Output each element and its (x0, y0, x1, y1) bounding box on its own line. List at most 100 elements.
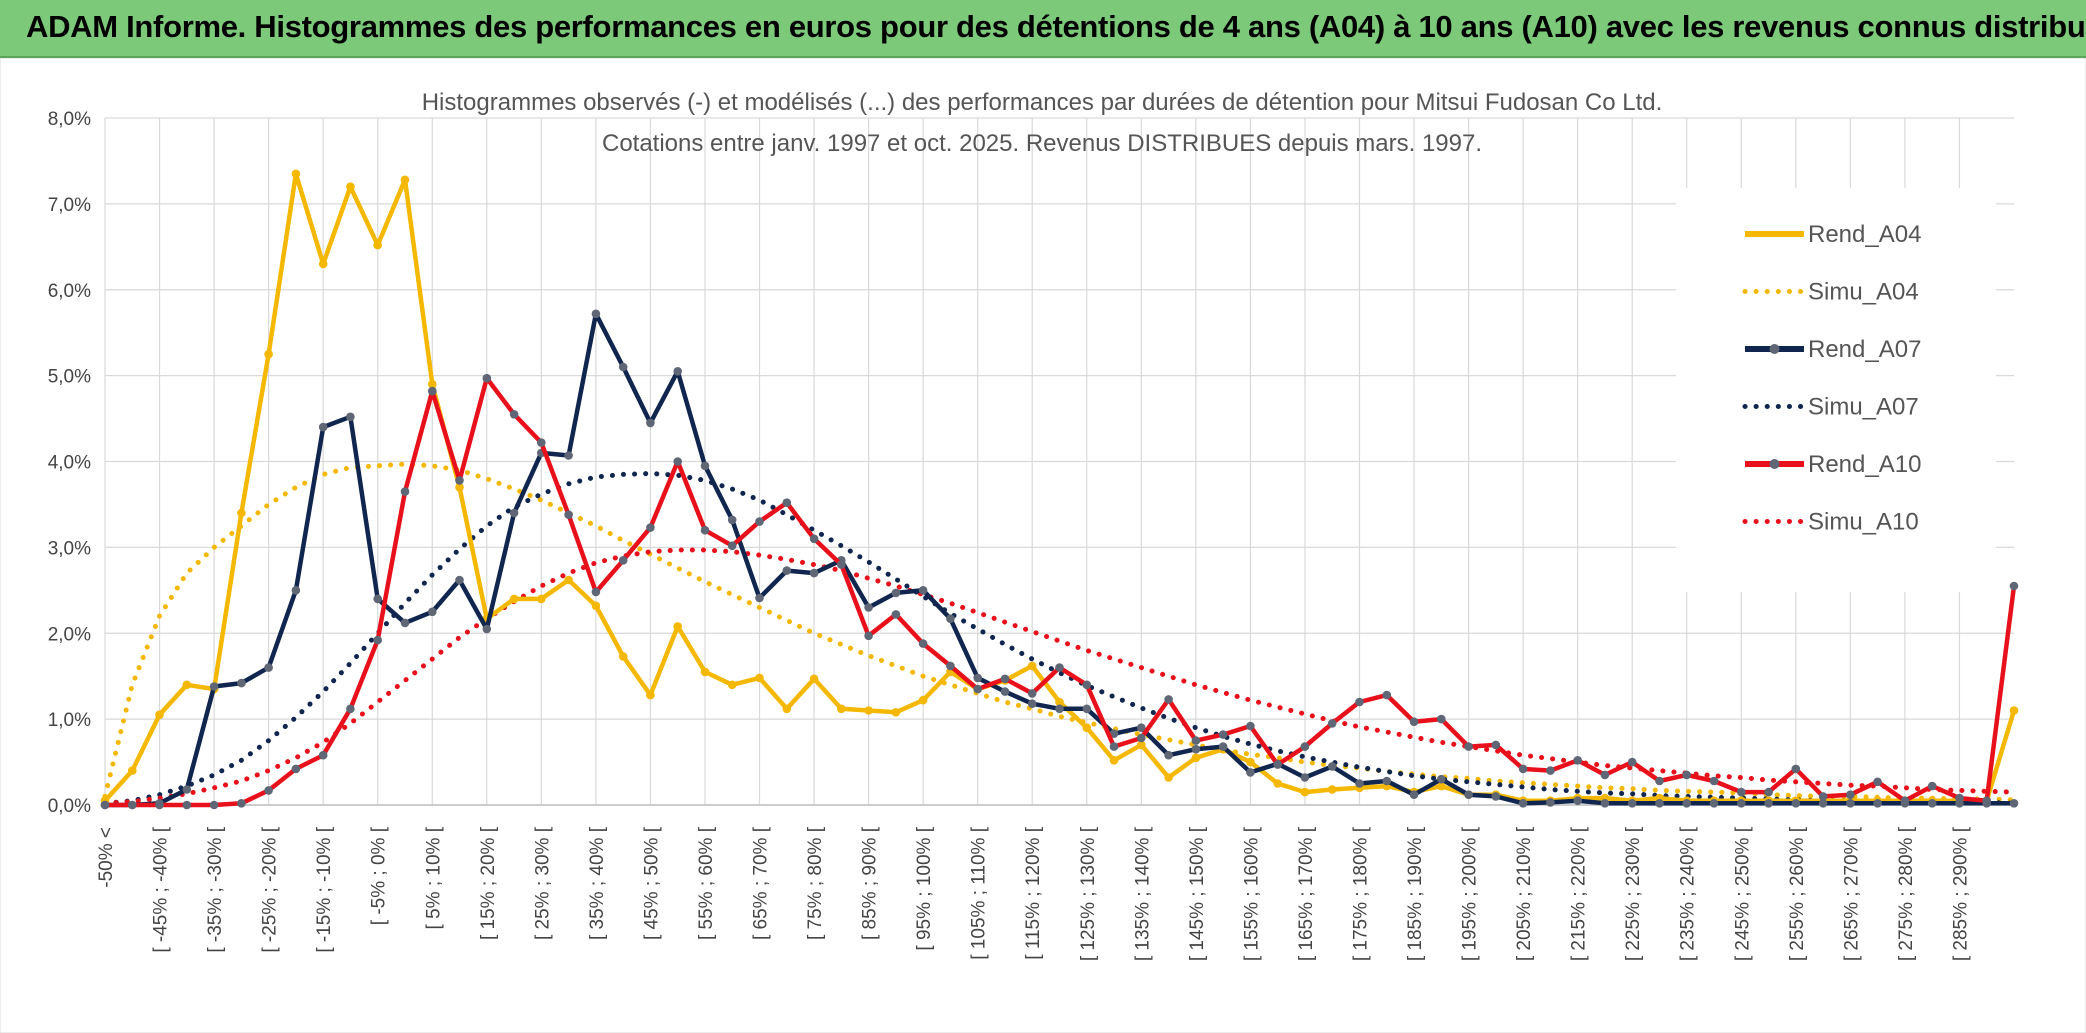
data-point-rend_a07 (182, 785, 192, 794)
data-point-rend_a04 (673, 622, 682, 631)
data-point-rend_a04 (646, 690, 655, 700)
data-point-rend_a04 (291, 169, 301, 179)
data-point-rend_a07 (400, 618, 410, 628)
x-tick-label: [ -35% ; -30% [ (205, 826, 226, 952)
data-point-rend_a07 (1655, 799, 1664, 808)
data-point-rend_a07 (1491, 792, 1501, 801)
data-point-rend_a04 (182, 680, 192, 690)
data-point-rend_a10 (1873, 777, 1882, 787)
x-tick-label: [ 185% ; 190% [ (1405, 826, 1426, 961)
x-tick-label: [ 55% ; 60% [ (696, 826, 717, 940)
data-point-rend_a04 (1327, 785, 1337, 794)
data-point-rend_a10 (591, 587, 601, 597)
data-point-rend_a07 (1082, 704, 1092, 714)
data-point-rend_a07 (673, 367, 682, 376)
data-point-rend_a07 (727, 515, 737, 525)
x-tick-label: [ 235% ; 240% [ (1678, 826, 1699, 961)
data-point-rend_a04 (809, 674, 819, 684)
data-point-rend_a07 (291, 586, 301, 595)
data-point-rend_a07 (264, 663, 273, 672)
x-tick-label: [ 135% ; 140% [ (1132, 826, 1153, 961)
y-tick-labels: 0,0% 1,0% 2,0% 3,0% 4,0% 5,0% 6,0% 7,0% 8,0% (48, 109, 91, 817)
series-line-simu_a10 (102, 547, 2017, 806)
data-point-rend_a07 (1546, 798, 1555, 807)
x-tick-label: [ 125% ; 130% [ (1078, 826, 1099, 961)
data-point-rend_a07 (428, 607, 437, 617)
data-point-rend_a07 (1764, 799, 1773, 808)
data-point-rend_a07 (209, 682, 219, 691)
data-point-rend_a10 (1300, 742, 1310, 751)
x-tick-label: [ 165% ; 170% [ (1296, 826, 1317, 961)
x-tick-label: [ 215% ; 220% [ (1569, 826, 1590, 961)
data-point-rend_a07 (509, 508, 519, 518)
data-point-rend_a04 (1164, 773, 1173, 782)
data-point-rend_a04 (891, 708, 901, 717)
data-point-rend_a07 (864, 603, 873, 612)
data-point-rend_a04 (591, 601, 601, 611)
data-point-rend_a10 (400, 487, 410, 496)
data-point-rend_a10 (128, 800, 137, 810)
y-tick-label: 8,0% (48, 109, 91, 130)
data-point-rend_a04 (1246, 757, 1255, 767)
data-point-rend_a10 (1164, 695, 1173, 704)
data-point-rend_a10 (1573, 756, 1582, 765)
data-point-rend_a04 (755, 673, 764, 683)
data-point-rend_a10 (1682, 770, 1691, 780)
data-point-rend_a10 (291, 764, 301, 774)
data-point-rend_a10 (346, 704, 355, 714)
legend-label-rend_a07: Rend_A07 (1808, 336, 1921, 363)
data-point-rend_a07 (1218, 742, 1228, 751)
legend-label-rend_a10: Rend_A10 (1808, 451, 1921, 478)
x-tick-label: [ 5% ; 10% [ (423, 826, 444, 929)
series-line-simu_a04 (102, 461, 2017, 803)
data-point-rend_a07 (455, 575, 464, 585)
data-point-rend_a07 (646, 418, 655, 428)
data-point-rend_a04 (346, 182, 355, 191)
data-point-rend_a10 (1709, 776, 1719, 786)
data-point-rend_a10 (428, 386, 437, 396)
data-point-rend_a07 (973, 673, 982, 683)
data-point-rend_a07 (1437, 774, 1446, 784)
data-point-rend_a10 (1627, 757, 1637, 767)
y-tick-label: 3,0% (48, 538, 91, 559)
data-point-rend_a04 (1109, 756, 1119, 765)
data-point-rend_a07 (1355, 779, 1364, 788)
y-tick-label: 5,0% (48, 367, 91, 388)
legend-marker (1769, 459, 1780, 469)
series-line-simu_a07 (102, 471, 2017, 806)
data-point-rend_a04 (373, 240, 383, 250)
data-point-rend_a07 (1573, 796, 1582, 805)
x-tick-label: [ 95% ; 100% [ (914, 826, 935, 950)
x-tick-label: [ 145% ; 150% [ (1187, 826, 1208, 961)
data-point-rend_a07 (1846, 799, 1855, 808)
data-point-rend_a10 (673, 457, 682, 466)
series-lines (100, 169, 2019, 810)
data-point-rend_a04 (237, 508, 246, 518)
data-point-rend_a04 (782, 704, 792, 714)
data-point-rend_a07 (482, 624, 492, 634)
x-tick-label: [ 85% ; 90% [ (860, 826, 881, 940)
data-point-rend_a10 (1273, 760, 1282, 769)
data-point-rend_a10 (1382, 690, 1392, 700)
data-point-rend_a10 (182, 800, 192, 810)
x-tick-label: [ -25% ; -20% [ (260, 826, 281, 952)
legend: Rend_A04 Simu_A04 Rend_A07 Simu_A07 Rend_A10… (1676, 188, 1996, 592)
data-point-rend_a07 (1027, 699, 1037, 708)
data-point-rend_a10 (373, 635, 383, 645)
data-point-rend_a10 (727, 541, 737, 550)
data-point-rend_a10 (1546, 766, 1555, 775)
data-point-rend_a04 (618, 652, 628, 661)
data-point-rend_a04 (318, 259, 328, 269)
x-tick-label: -50% < (96, 827, 117, 888)
data-point-rend_a10 (237, 799, 246, 808)
x-tick-label: [ 155% ; 160% [ (1241, 826, 1262, 961)
data-point-rend_a07 (318, 422, 328, 432)
data-point-rend_a10 (946, 661, 955, 671)
data-point-rend_a04 (837, 704, 846, 714)
data-point-rend_a10 (1191, 736, 1201, 745)
data-point-rend_a04 (700, 667, 710, 677)
x-tick-label: [ -45% ; -40% [ (151, 826, 172, 952)
x-tick-label: [ 105% ; 110% [ (969, 826, 990, 959)
x-tick-label: [ 265% ; 270% [ (1841, 826, 1862, 961)
data-point-rend_a10 (1764, 787, 1773, 797)
